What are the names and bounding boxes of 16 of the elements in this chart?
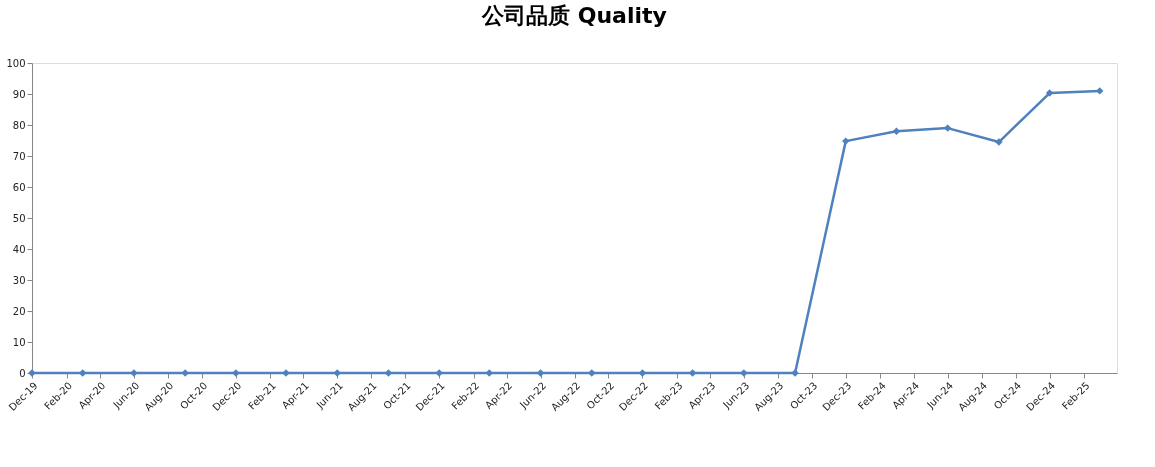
y-tick-label: 70 (12, 150, 26, 162)
point (1045, 89, 1054, 97)
y-tick-label: 90 (12, 88, 26, 100)
y-tick-label: 60 (12, 181, 26, 193)
y-tick-label: 30 (12, 274, 26, 286)
y-tick-label: 80 (12, 119, 26, 131)
y-tick-label: 100 (6, 57, 26, 69)
y-tick-label: 40 (12, 243, 26, 255)
chart-title: 公司品质 Quality (481, 3, 667, 28)
y-tick-label: 50 (12, 212, 26, 224)
y-tick-label: 10 (12, 336, 26, 348)
y-tick-label: 0 (19, 367, 26, 379)
point (892, 127, 901, 135)
point (1096, 87, 1104, 95)
point (842, 137, 850, 145)
y-tick-label: 20 (12, 305, 26, 317)
